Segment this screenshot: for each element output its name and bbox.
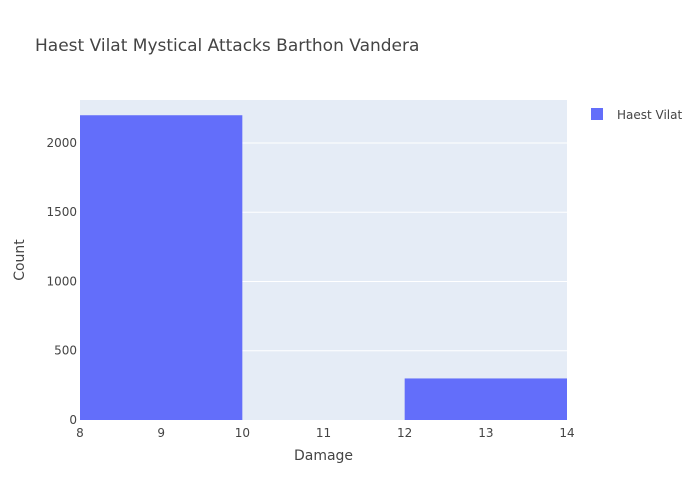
x-tick-label: 10 [235, 426, 250, 440]
x-tick-label: 8 [76, 426, 84, 440]
y-axis-ticks: 0 500 1000 1500 2000 [46, 136, 77, 427]
x-tick-label: 12 [397, 426, 412, 440]
legend[interactable]: Haest Vilat [591, 108, 682, 122]
y-tick-label: 0 [69, 413, 77, 427]
x-tick-label: 9 [157, 426, 165, 440]
x-tick-label: 13 [478, 426, 493, 440]
y-tick-label: 1000 [46, 274, 77, 288]
y-tick-label: 500 [54, 344, 77, 358]
legend-label: Haest Vilat [617, 108, 682, 122]
x-tick-label: 11 [316, 426, 331, 440]
x-axis-ticks: 8 9 10 11 12 13 14 [76, 426, 574, 440]
histogram-bar[interactable] [80, 115, 243, 420]
y-tick-label: 2000 [46, 136, 77, 150]
x-axis-title: Damage [294, 448, 353, 464]
legend-swatch [591, 108, 603, 120]
y-tick-label: 1500 [46, 205, 77, 219]
chart-title: Haest Vilat Mystical Attacks Barthon Van… [35, 36, 419, 56]
x-tick-label: 14 [559, 426, 574, 440]
y-axis-title: Count [12, 239, 28, 281]
histogram-bar[interactable] [404, 378, 567, 420]
bars [80, 115, 567, 420]
